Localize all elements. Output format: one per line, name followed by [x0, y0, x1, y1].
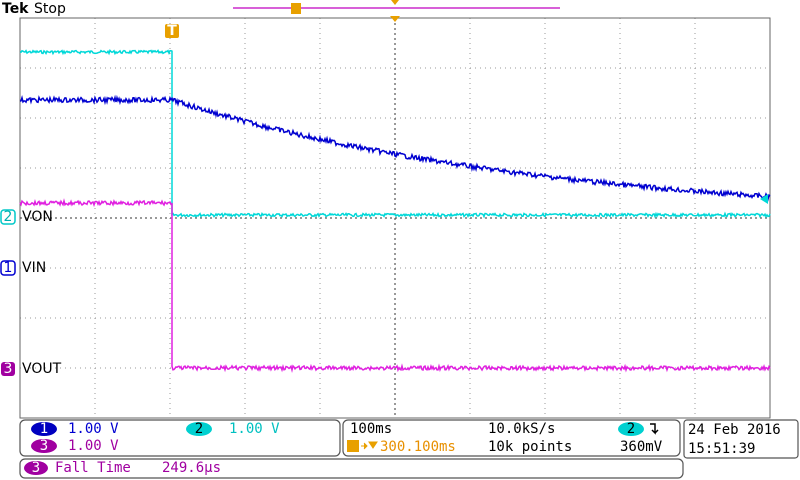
- ch3-scale: 1.00 V: [68, 438, 119, 454]
- timebase-panel: [342, 419, 681, 457]
- measurement-panel: [19, 458, 684, 479]
- date: 24 Feb 2016: [688, 422, 781, 438]
- trigger-slope: [650, 423, 659, 435]
- expansion-marker: [390, 16, 400, 22]
- trace-ch3: [19, 198, 771, 373]
- ch1-scale: 1.00 V: [68, 421, 119, 437]
- trig-pos-icon: [347, 440, 359, 452]
- trigger-marker: T: [167, 23, 177, 39]
- ch2-num: 2: [195, 421, 203, 437]
- brand: Tek: [2, 1, 29, 17]
- ch2-ref: [0, 209, 16, 225]
- record-length: 10k points: [488, 439, 572, 455]
- trace-ch1: [19, 94, 771, 202]
- sample-rate: 10.0kS/s: [488, 421, 555, 437]
- meas-badge: [24, 461, 48, 475]
- view-marker: [391, 0, 399, 5]
- trig-pos-arrow: [361, 441, 378, 450]
- trigger-source: 2: [627, 421, 635, 437]
- ch3-ref: [1, 362, 15, 376]
- trigger-level: 360mV: [620, 439, 663, 455]
- trigger-level-marker: [760, 194, 768, 204]
- meas-name: Fall Time: [55, 460, 131, 476]
- ch3-label: VOUT: [22, 361, 62, 377]
- meas-value: 249.6µs: [162, 460, 221, 476]
- ch3-ref-num: 3: [4, 361, 13, 377]
- trig-src-badge: [618, 422, 644, 436]
- datetime-panel: [683, 419, 799, 459]
- time: 15:51:39: [688, 441, 755, 457]
- trigger-position: 300.100ms: [380, 439, 456, 455]
- ch2-badge: [186, 422, 212, 436]
- trigger-badge: [165, 24, 179, 38]
- ch1-num: 1: [40, 421, 48, 437]
- channel-panel: [19, 419, 341, 457]
- ch1-ref: [0, 260, 16, 276]
- ch2-label: VON: [22, 209, 53, 225]
- ch1-ref-num: 1: [4, 260, 13, 276]
- meas-channel: 3: [32, 460, 40, 476]
- ch3-num: 3: [40, 438, 48, 454]
- ch1-badge: [31, 422, 57, 436]
- ch2-ref-num: 2: [4, 209, 13, 225]
- status: Stop: [34, 1, 66, 17]
- ch3-badge: [31, 439, 57, 453]
- ch2-scale: 1.00 V: [229, 421, 280, 437]
- record-trigger-pos: [291, 3, 301, 14]
- trace-ch2: [19, 49, 771, 219]
- time-scale: 100ms: [350, 421, 392, 437]
- ch1-label: VIN: [22, 260, 46, 276]
